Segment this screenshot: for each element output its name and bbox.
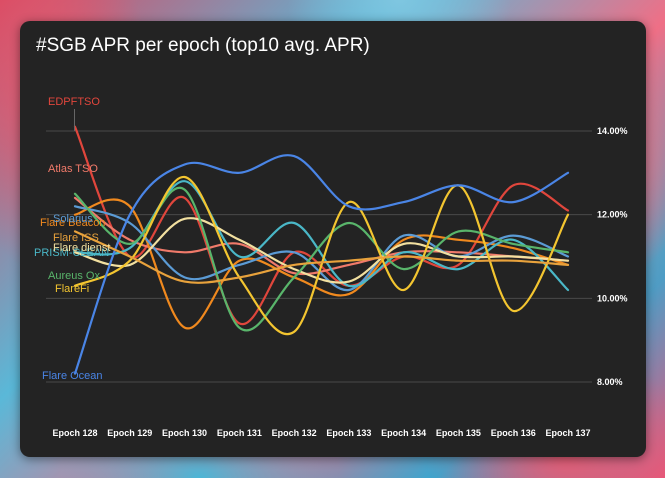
y-tick-label: 14.00%	[597, 126, 628, 136]
series-line-flare-iss	[73, 230, 570, 284]
series-label: Flare Beacon	[40, 217, 105, 229]
x-tick-label: Epoch 134	[381, 428, 426, 438]
series-label: Flare ISS	[53, 232, 99, 244]
chart-title: #SGB APR per epoch (top10 avg. APR)	[36, 35, 370, 56]
x-tick-label: Epoch 132	[272, 428, 317, 438]
x-tick-label: Epoch 130	[162, 428, 207, 438]
chart-card: #SGB APR per epoch (top10 avg. APR) EDPF…	[20, 21, 646, 457]
series-label: FlareFi	[55, 283, 89, 295]
series-label: PRISM-CLEAN	[34, 247, 109, 259]
x-tick-label: Epoch 129	[107, 428, 152, 438]
series-label: Flare Ocean	[42, 370, 103, 382]
series-line-flare-ocean	[73, 154, 570, 375]
x-tick-label: Epoch 135	[436, 428, 481, 438]
series-line-solarius	[73, 205, 570, 292]
x-tick-label: Epoch 133	[326, 428, 371, 438]
series-label: Aureus Ox	[48, 270, 100, 282]
y-tick-label: 12.00%	[597, 210, 628, 220]
series-label: Atlas TSO	[48, 163, 98, 175]
series-line-flarefi	[73, 175, 570, 336]
series-line-flare-beacon	[73, 198, 570, 330]
x-tick-label: Epoch 131	[217, 428, 262, 438]
x-tick-label: Epoch 136	[491, 428, 536, 438]
series-label: Solarius	[53, 213, 93, 225]
y-tick-label: 8.00%	[597, 377, 623, 387]
series-label: Flare dienst	[53, 242, 110, 254]
x-tick-label: Epoch 128	[52, 428, 97, 438]
series-label: EDPFTSO	[48, 96, 100, 108]
series-line-flare-dienst	[73, 217, 570, 284]
x-tick-label: Epoch 137	[545, 428, 590, 438]
y-tick-label: 10.00%	[597, 293, 628, 303]
